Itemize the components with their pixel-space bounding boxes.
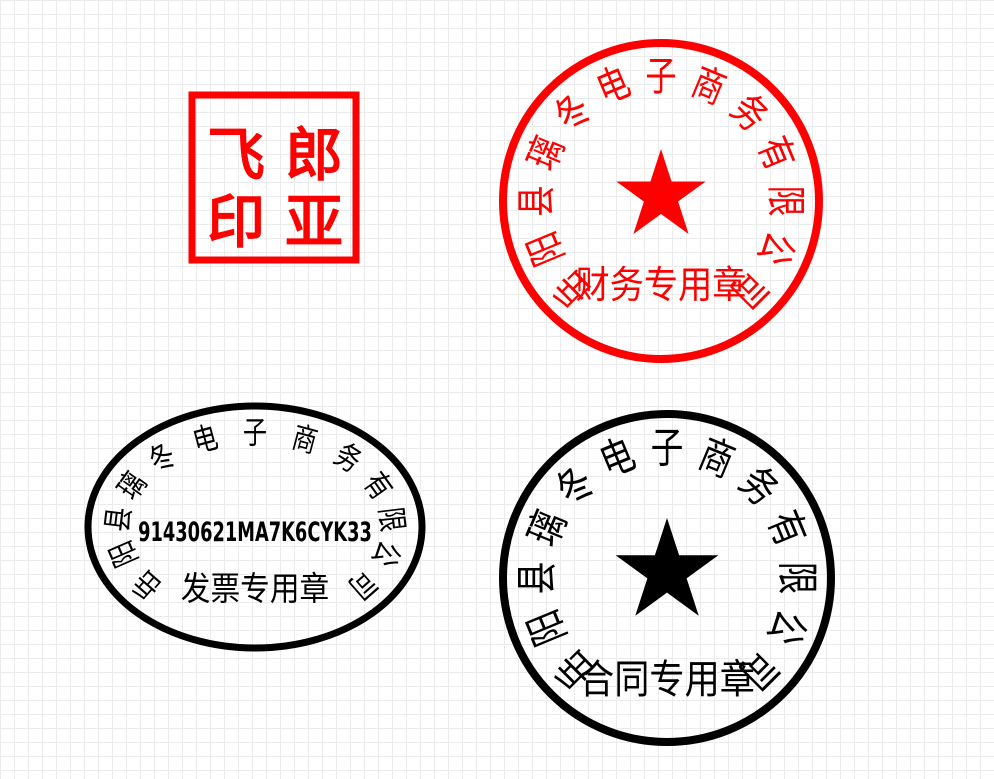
seal-tax-id: 91430621MA7K6CYK33 (138, 517, 372, 548)
personal-name-seal: 郎 亚 飞 印 (188, 91, 360, 264)
finance-seal: 岳阳县璃冬电子商务有限公司 财务专用章 (499, 39, 823, 363)
seal-arc-char: 公 (748, 225, 802, 271)
seal-purpose-text: 财务专用章 (576, 262, 747, 307)
seal-arc-char: 子 (651, 423, 684, 472)
seal-arc-char: 县 (512, 562, 561, 595)
seal-char: 郎 (285, 121, 343, 189)
seal-arc-char: 商 (288, 419, 321, 461)
seal-arc-char: 子 (243, 415, 267, 452)
seal-arc-char: 岳 (126, 563, 168, 607)
seal-arc-char: 阳 (519, 225, 573, 271)
contract-seal: 岳阳县璃冬电子商务有限公司 合同专用章 (499, 410, 835, 746)
seal-arc-char: 务 (730, 457, 788, 515)
seal-arc-char: 冬 (546, 457, 604, 515)
seal-arc-char: 县 (514, 185, 560, 216)
star-icon (615, 518, 719, 616)
invoice-seal: 岳阳县璃冬电子商务有限公司 91430621MA7K6CYK33 发票专用章 (84, 402, 426, 652)
seal-arc-char: 务 (328, 436, 368, 480)
seal-char: 飞 (207, 121, 265, 189)
seal-arc-char: 冬 (546, 86, 600, 140)
seal-purpose-text: 发票专用章 (181, 571, 329, 609)
seal-arc-char: 限 (372, 505, 411, 533)
seal-arc-char: 璃 (110, 465, 154, 506)
seal-arc-char: 电 (593, 429, 642, 487)
seal-char: 印 (207, 188, 265, 256)
seal-square-border (188, 91, 360, 264)
seal-arc-char: 限 (762, 185, 808, 216)
seal-arc-char: 冬 (142, 436, 182, 480)
seal-arc-char: 商 (685, 59, 731, 113)
seal-arc-char: 电 (189, 419, 222, 461)
seal-arc-char: 商 (692, 429, 741, 487)
seal-arc-char: 公 (758, 603, 816, 652)
seal-arc-char: 电 (590, 59, 636, 113)
seal-arc-char: 璃 (518, 504, 576, 553)
seal-arc-char: 有 (356, 465, 400, 506)
seal-char: 亚 (285, 188, 343, 256)
seal-circle-border (499, 39, 823, 363)
seal-arc-char: 阳 (518, 603, 576, 652)
seal-arc-char: 务 (721, 86, 775, 140)
star-icon (616, 149, 706, 235)
seal-arc-char: 限 (772, 562, 821, 595)
seal-arc-char: 璃 (519, 130, 573, 176)
seal-arc-char: 司 (342, 563, 384, 607)
seal-purpose-text: 合同专用章 (579, 656, 755, 703)
seal-arc-char: 县 (99, 505, 138, 533)
seal-circle-border (499, 410, 835, 746)
seal-ellipse-border (84, 402, 426, 652)
seal-arc-char: 子 (645, 54, 676, 100)
seal-arc-char: 有 (758, 504, 816, 553)
seal-arc-char: 有 (748, 130, 802, 176)
